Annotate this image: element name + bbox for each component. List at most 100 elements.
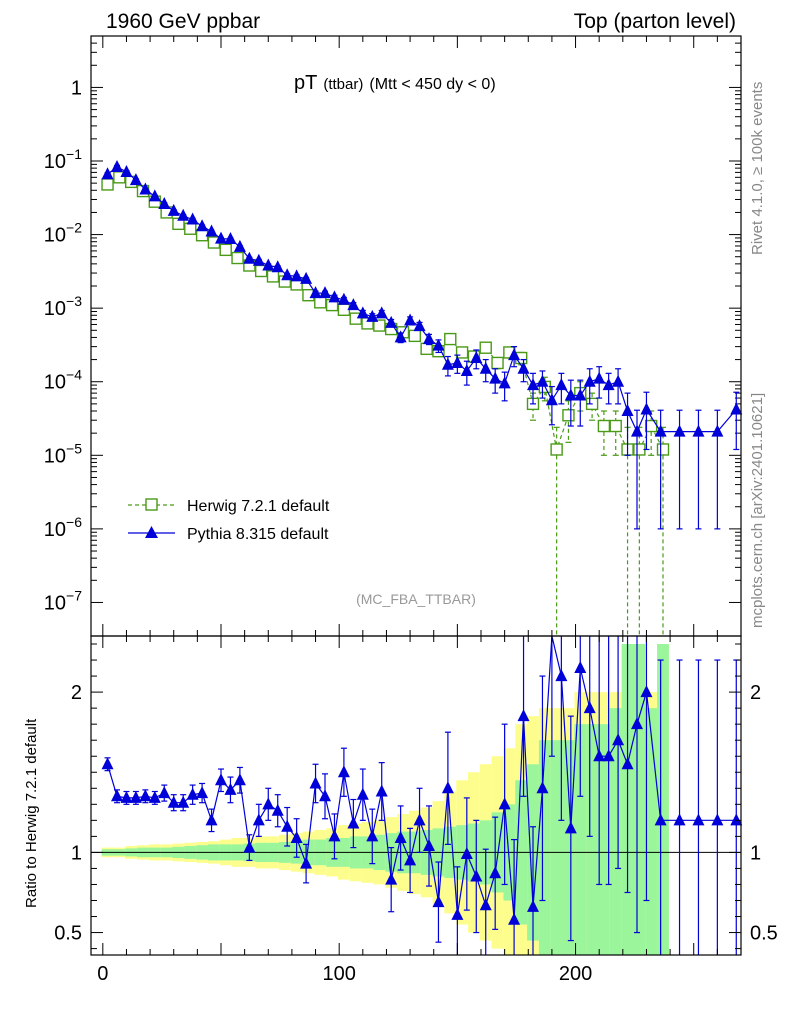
ratio-point [375, 784, 388, 797]
data-point-pythia [631, 424, 643, 437]
ratio-point [186, 787, 199, 800]
ratio-point [593, 749, 606, 762]
data-point-pythia [375, 306, 388, 319]
ratio-band-inner [538, 740, 551, 955]
ratio-point [148, 790, 161, 803]
ratio-point [319, 789, 331, 802]
data-point-pythia [451, 355, 464, 368]
data-point-pythia [654, 424, 667, 437]
ratio-point [404, 853, 417, 866]
data-point-herwig [609, 419, 622, 433]
ratio-point [366, 829, 379, 842]
ratio-point [413, 813, 426, 826]
ratio-point [527, 899, 539, 912]
data-point-herwig [550, 443, 563, 456]
data-point-herwig [231, 251, 244, 265]
data-point-pythia [536, 374, 549, 387]
ratio-point [101, 757, 114, 770]
ratio-point [517, 709, 530, 722]
ratio-point [300, 856, 313, 869]
data-point-pythia [711, 424, 724, 437]
ratio-y-tick-label-right: 2 [750, 682, 761, 704]
data-point-pythia [441, 357, 454, 370]
ratio-point [602, 749, 615, 762]
data-point-pythia [233, 239, 246, 252]
ratio-point [640, 685, 653, 698]
data-point-pythia [158, 197, 171, 210]
ratio-y-tick-label-right: 1 [750, 842, 761, 864]
ratio-point [489, 866, 502, 879]
data-point-herwig [562, 409, 575, 422]
tick-exponent: −4 [66, 367, 82, 383]
data-point-pythia [527, 378, 539, 391]
rivet-label: Rivet 4.1.0, ≥ 100k events [749, 82, 766, 255]
ratio-point [281, 819, 294, 832]
data-point-herwig [455, 346, 469, 359]
ratio-point [167, 795, 180, 808]
data-point-herwig [101, 178, 114, 191]
data-point-pythia [224, 232, 237, 245]
tick-base: 10 [44, 225, 66, 247]
data-point-herwig [184, 222, 197, 235]
ratio-point [654, 813, 667, 826]
ratio-point [621, 757, 634, 770]
data-point-pythia [319, 286, 331, 299]
ratio-band-inner [574, 724, 587, 955]
ratio-point [394, 830, 407, 843]
ratio-point [120, 790, 133, 803]
data-point-herwig [314, 296, 327, 309]
data-point-pythia [300, 271, 313, 284]
ratio-point [328, 829, 341, 842]
ratio-point [536, 781, 549, 794]
ratio-band-inner [633, 644, 646, 955]
data-point-herwig [373, 319, 386, 332]
x-tick-labels: 0 100 200 [97, 963, 592, 985]
main-y-tick-label: 10−7 [44, 587, 82, 614]
title-pt: pT [294, 72, 317, 94]
ratio-point [111, 789, 123, 802]
header-observable: Top (parton level) [574, 10, 736, 33]
ratio-point [215, 773, 227, 786]
data-point-pythia [640, 402, 653, 415]
ratio-point [508, 912, 521, 925]
ratio-point [309, 776, 322, 789]
ratio-band-inner [586, 724, 598, 955]
tick-exponent: −1 [66, 146, 82, 162]
ratio-point [205, 813, 218, 826]
ratio-point [555, 669, 568, 682]
ratio-point [233, 773, 246, 786]
ratio-point [262, 797, 275, 810]
main-y-tick-label: 10−5 [44, 440, 82, 467]
tick-base: 10 [44, 519, 66, 541]
data-point-pythia [328, 290, 341, 303]
main-series-group [101, 159, 743, 636]
data-point-pythia [186, 212, 199, 225]
data-point-herwig [491, 356, 504, 370]
ratio-point [730, 813, 743, 826]
ratio-point [129, 790, 142, 803]
data-point-pythia [129, 173, 142, 186]
ratio-point [385, 872, 398, 885]
ratio-series-group [101, 635, 743, 955]
ratio-y-tick-label-right: 0.5 [750, 923, 778, 945]
data-point-pythia [148, 189, 161, 202]
ratio-y-tick-label: 0.5 [54, 923, 82, 945]
data-point-pythia [479, 361, 492, 374]
data-point-pythia [593, 371, 606, 384]
ratio-band-inner [562, 740, 575, 955]
data-point-pythia [508, 348, 521, 361]
ratio-band-inner [645, 708, 658, 955]
ratio-point [356, 787, 369, 800]
legend-pythia-marker [145, 526, 158, 538]
data-point-herwig [195, 229, 209, 242]
legend: Herwig 7.2.1 default Pythia 8.315 defaul… [128, 498, 330, 543]
data-point-pythia [337, 292, 350, 305]
data-point-pythia [139, 182, 152, 195]
x-tick-label: 100 [322, 963, 355, 985]
ratio-point [139, 789, 152, 802]
ratio-y-tick-label: 1 [71, 842, 82, 864]
data-point-pythia [262, 258, 275, 271]
ratio-point [441, 781, 454, 794]
ratio-band-inner [657, 644, 669, 955]
ratio-point [224, 782, 237, 795]
